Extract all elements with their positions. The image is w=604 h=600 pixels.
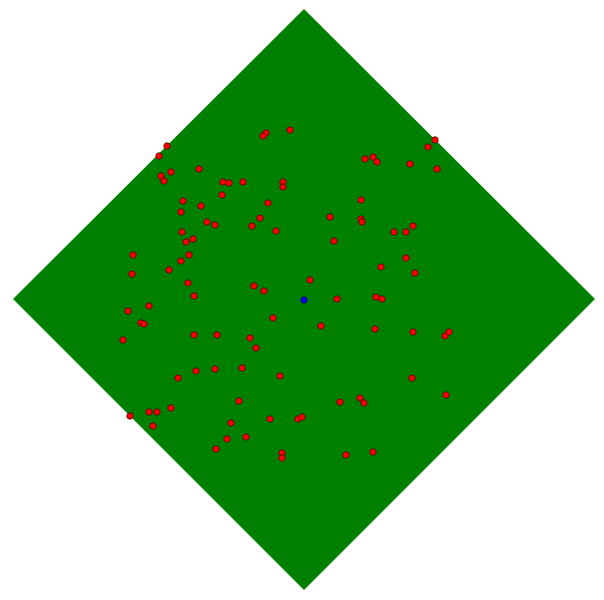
red-dot <box>327 214 333 220</box>
blue-dot <box>301 297 307 303</box>
red-dot <box>180 198 186 204</box>
red-dot <box>253 345 259 351</box>
red-dot <box>407 161 413 167</box>
red-dot <box>191 293 197 299</box>
red-dot <box>156 153 162 159</box>
red-dot <box>331 238 337 244</box>
red-dot <box>373 294 379 300</box>
red-dot <box>287 127 293 133</box>
red-dot <box>127 413 133 419</box>
red-dot <box>337 399 343 405</box>
red-dot <box>228 420 234 426</box>
red-dot <box>212 366 218 372</box>
red-dot <box>372 326 378 332</box>
red-dot <box>280 184 286 190</box>
red-dot <box>257 215 263 221</box>
red-dot <box>226 180 232 186</box>
red-dot <box>247 335 253 341</box>
red-dot <box>362 156 368 162</box>
red-dot <box>260 133 266 139</box>
red-dot <box>120 337 126 343</box>
red-dot <box>358 197 364 203</box>
red-dot <box>196 166 202 172</box>
red-dot <box>379 296 385 302</box>
red-dot <box>168 405 174 411</box>
red-dot <box>343 452 349 458</box>
red-dot <box>214 332 220 338</box>
red-dot <box>334 296 340 302</box>
red-dot <box>219 192 225 198</box>
red-dot <box>193 368 199 374</box>
red-dot <box>442 333 448 339</box>
red-dot <box>185 280 191 286</box>
red-dot <box>178 258 184 264</box>
red-dot <box>125 308 131 314</box>
red-dot <box>249 223 255 229</box>
red-dot <box>164 143 170 149</box>
red-dot <box>412 270 418 276</box>
red-dot <box>204 219 210 225</box>
red-dot <box>370 449 376 455</box>
red-dot <box>434 166 440 172</box>
red-dot <box>146 409 152 415</box>
red-dot <box>243 434 249 440</box>
red-dot <box>277 373 283 379</box>
red-dot <box>129 271 135 277</box>
red-dot <box>150 423 156 429</box>
red-dot <box>198 203 204 209</box>
red-dot <box>239 365 245 371</box>
red-dot <box>146 303 152 309</box>
red-dot <box>190 236 196 242</box>
red-dot <box>141 321 147 327</box>
red-dot <box>240 179 246 185</box>
red-dot <box>273 228 279 234</box>
red-dot <box>168 169 174 175</box>
red-dot <box>175 375 181 381</box>
red-dot <box>279 455 285 461</box>
red-dot <box>391 229 397 235</box>
red-dot <box>318 323 324 329</box>
red-dot <box>410 223 416 229</box>
red-dot <box>410 329 416 335</box>
red-dot <box>130 252 136 258</box>
red-dot <box>425 144 431 150</box>
red-dot <box>261 288 267 294</box>
red-dot <box>378 264 384 270</box>
red-dot <box>166 267 172 273</box>
red-dot <box>299 414 305 420</box>
red-dot <box>154 409 160 415</box>
red-dot <box>236 398 242 404</box>
red-dot <box>361 400 367 406</box>
red-dot <box>213 446 219 452</box>
red-dot <box>251 283 257 289</box>
red-dot <box>191 332 197 338</box>
red-dot <box>267 416 273 422</box>
red-dot <box>443 392 449 398</box>
red-dot <box>183 239 189 245</box>
red-dot <box>220 179 226 185</box>
red-dot <box>212 222 218 228</box>
red-dot <box>403 229 409 235</box>
red-dot <box>359 219 365 225</box>
red-dot <box>161 178 167 184</box>
red-dot <box>403 255 409 261</box>
red-dot <box>374 159 380 165</box>
red-dot <box>307 277 313 283</box>
red-dot <box>186 252 192 258</box>
red-dot <box>224 436 230 442</box>
red-dot <box>179 229 185 235</box>
red-dot <box>265 200 271 206</box>
red-dot <box>178 209 184 215</box>
red-dot <box>432 137 438 143</box>
red-dot <box>409 375 415 381</box>
red-dot <box>270 315 276 321</box>
